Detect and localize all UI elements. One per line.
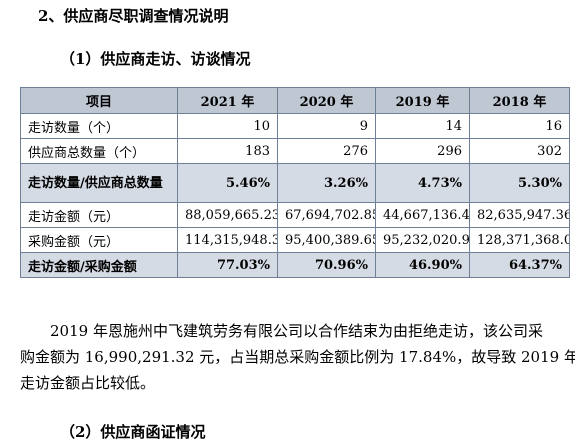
table-cell: 16 [469,113,570,139]
header-2020: 2020 年 [277,87,376,114]
table-cell: 82,635,947.36 [469,202,570,228]
paragraph-line: 2019 年恩施州中飞建筑劳务有限公司以合作结束为由拒绝走访，该公司采 [50,322,543,340]
table-cell: 88,059,665.23 [177,202,278,228]
table-cell: 14 [375,113,470,139]
table-cell: 128,371,368.03 [469,227,570,253]
table-cell: 3.26% [277,163,376,203]
table-row: 走访数量/供应商总数量 5.46% 3.26% 4.73% 5.30% [20,163,570,203]
header-2018: 2018 年 [469,87,570,114]
table-cell: 9 [277,113,376,139]
explanation-paragraph: 2019 年恩施州中飞建筑劳务有限公司以合作结束为由拒绝走访，该公司采 购金额为… [20,318,575,396]
row-label: 走访数量（个） [20,113,178,139]
row-label: 走访数量/供应商总数量 [20,163,178,203]
paragraph-line: 购金额为 16,990,291.32 元，占当期总采购金额比例为 17.84%，… [20,348,575,366]
row-label: 走访金额（元） [20,202,178,228]
row-label: 供应商总数量（个） [20,138,178,164]
table-cell: 276 [277,138,376,164]
table-row: 走访数量（个） 10 9 14 16 [20,113,570,139]
subsection-heading-confirmation: （2）供应商函证情况 [60,423,206,441]
table-cell: 64.37% [469,252,570,278]
row-label: 采购金额（元） [20,227,178,253]
table-cell: 95,232,020.90 [375,227,470,253]
table-row: 走访金额（元） 88,059,665.23 67,694,702.85 44,6… [20,202,570,228]
table-cell: 302 [469,138,570,164]
table-cell: 10 [177,113,278,139]
table-row: 供应商总数量（个） 183 276 296 302 [20,138,570,164]
table-row: 采购金额（元） 114,315,948.31 95,400,389.65 95,… [20,227,570,253]
table-cell: 5.30% [469,163,570,203]
header-2019: 2019 年 [375,87,470,114]
table-header-row: 项目 2021 年 2020 年 2019 年 2018 年 [20,87,570,114]
table-cell: 5.46% [177,163,278,203]
table-cell: 95,400,389.65 [277,227,376,253]
table-cell: 67,694,702.85 [277,202,376,228]
table-cell: 296 [375,138,470,164]
table-cell: 77.03% [177,252,278,278]
paragraph-line: 走访金额占比较低。 [20,374,156,392]
section-heading: 2、供应商尽职调查情况说明 [38,7,229,25]
table-cell: 46.90% [375,252,470,278]
table-row: 走访金额/采购金额 77.03% 70.96% 46.90% 64.37% [20,252,570,278]
header-item: 项目 [20,87,178,114]
table-cell: 70.96% [277,252,376,278]
row-label: 走访金额/采购金额 [20,252,178,278]
table-cell: 114,315,948.31 [177,227,278,253]
supplier-visit-table: 项目 2021 年 2020 年 2019 年 2018 年 走访数量（个） 1… [20,87,570,278]
subsection-heading-visits: （1）供应商走访、访谈情况 [60,50,251,68]
header-2021: 2021 年 [177,87,278,114]
table-cell: 183 [177,138,278,164]
table-cell: 4.73% [375,163,470,203]
table-cell: 44,667,136.49 [375,202,470,228]
